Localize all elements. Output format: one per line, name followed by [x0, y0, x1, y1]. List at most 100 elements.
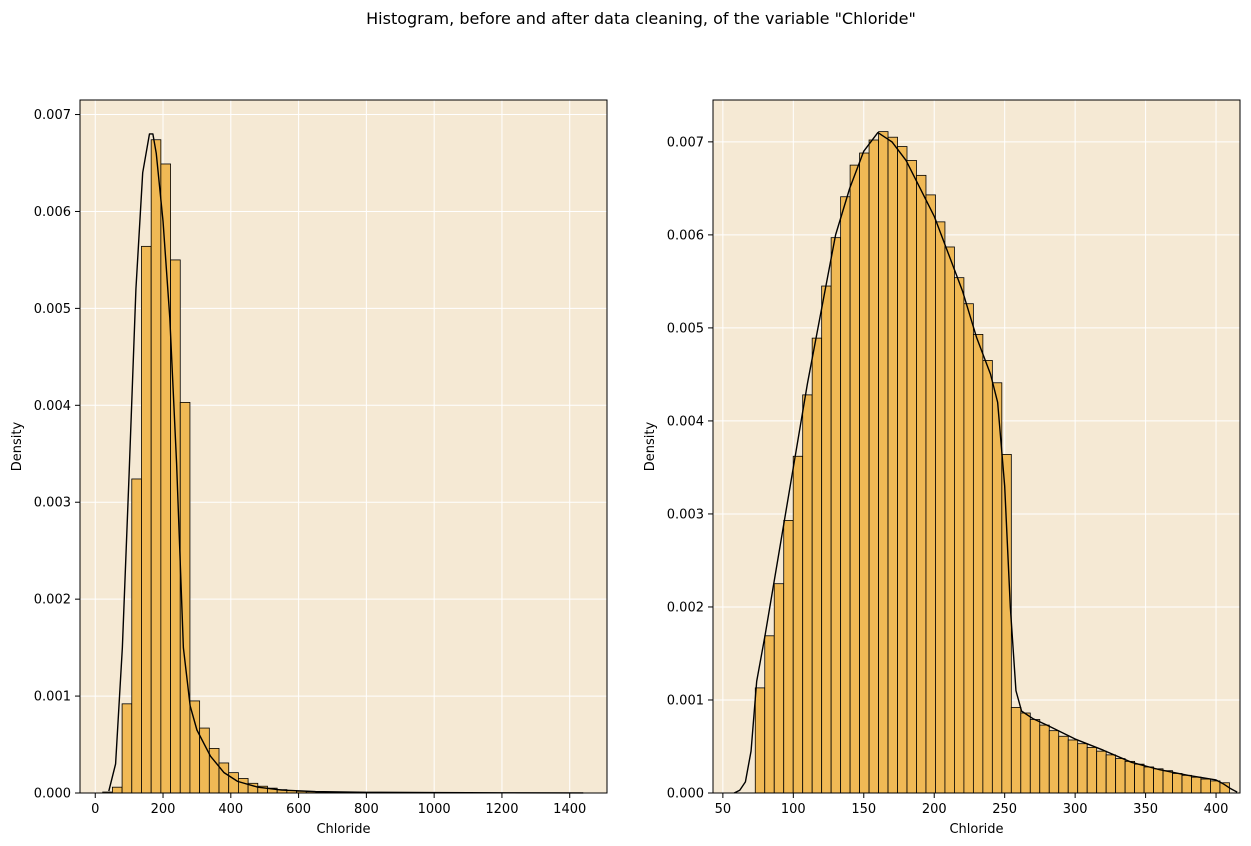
y-axis-label: Density — [643, 421, 658, 471]
x-tick-label: 50 — [715, 802, 732, 817]
histogram-bar — [1105, 754, 1117, 794]
x-tick-label: 1400 — [553, 802, 586, 817]
histogram-bar — [1058, 735, 1069, 794]
histogram-bar — [764, 635, 775, 794]
histogram-bar — [1143, 766, 1154, 794]
histogram-bar — [821, 285, 832, 794]
x-tick-label: 350 — [1133, 802, 1158, 817]
y-tick-label: 0.001 — [34, 690, 71, 705]
x-tick-label: 150 — [851, 802, 876, 817]
histogram-bar — [1124, 760, 1136, 794]
histogram-bar — [1162, 770, 1173, 794]
histogram-bar — [189, 700, 201, 794]
x-tick-label: 1200 — [485, 802, 518, 817]
y-tick-label: 0.000 — [667, 787, 704, 802]
histogram-bar — [802, 394, 813, 794]
histogram-bar — [935, 221, 946, 794]
plot-frame — [712, 99, 1241, 794]
x-tick-label: 100 — [781, 802, 806, 817]
histogram-bar — [1010, 707, 1022, 794]
histogram-bar — [925, 194, 936, 794]
histogram-bar — [121, 703, 133, 794]
histogram-bar — [830, 237, 842, 794]
x-tick-label: 800 — [354, 802, 379, 817]
histogram-bar — [1001, 454, 1012, 794]
x-tick-label: 400 — [218, 802, 243, 817]
histogram-bar — [859, 152, 870, 794]
histogram-bar — [150, 139, 162, 794]
histogram-bar — [1086, 747, 1098, 794]
histogram-bar — [1191, 776, 1202, 794]
x-tick-label: 300 — [1063, 802, 1088, 817]
chart-after-cleaning: 50 100 150 200 250 300 350 400 0.000 0.001 0.002 0.… — [643, 99, 1241, 837]
histogram-bar — [792, 455, 804, 794]
histogram-bar — [1020, 712, 1031, 794]
y-tick-label: 0.003 — [34, 496, 71, 511]
histogram-bar — [1077, 743, 1088, 794]
histogram-bar — [1134, 763, 1145, 794]
histogram-bar — [868, 139, 879, 794]
histogram-bar — [887, 136, 898, 794]
y-tick-label: 0.007 — [34, 108, 71, 123]
histogram-bar — [963, 303, 974, 794]
histogram-bar — [991, 382, 1003, 794]
y-tick-label: 0.005 — [34, 302, 71, 317]
histogram-bar — [1029, 719, 1041, 794]
y-axis-label: Density — [10, 421, 25, 471]
figure-title: Histogram, before and after data cleanin… — [366, 9, 916, 28]
x-axis-label: Chloride — [316, 822, 370, 837]
histogram-bar — [754, 687, 766, 794]
x-tick-label: 200 — [922, 802, 947, 817]
y-tick-label: 0.007 — [667, 135, 704, 150]
histogram-bar — [840, 196, 851, 794]
kde-curve — [733, 131, 1238, 794]
histogram-bar — [1210, 780, 1221, 794]
histogram-bar — [811, 337, 823, 794]
histogram-bar — [1181, 774, 1192, 794]
histogram-bar — [972, 334, 984, 794]
histogram-bar — [783, 520, 794, 794]
y-tick-label: 0.001 — [667, 693, 704, 708]
histogram-bar — [906, 160, 917, 794]
histogram-bar — [1039, 724, 1050, 794]
x-tick-label: 600 — [286, 802, 311, 817]
histogram-bar — [773, 583, 785, 794]
y-tick-label: 0.004 — [34, 399, 71, 414]
histogram-bar — [131, 478, 142, 794]
y-tick-label: 0.006 — [667, 228, 704, 243]
histogram-bar — [916, 174, 927, 794]
histogram-bar — [954, 277, 965, 794]
histogram-bar — [849, 164, 860, 794]
y-tick-label: 0.005 — [667, 321, 704, 336]
x-tick-label: 400 — [1204, 802, 1229, 817]
x-tick-label: 0 — [91, 802, 99, 817]
histogram-bar — [1172, 773, 1183, 794]
histogram-bar — [1067, 739, 1079, 794]
x-tick-label: 1000 — [418, 802, 451, 817]
histogram-bar — [1115, 758, 1126, 794]
histogram-bar — [1153, 768, 1164, 794]
chart-before-cleaning: 0 200 400 600 800 1000 1200 1400 0.000 0.001 0.002… — [10, 99, 608, 837]
y-tick-label: 0.003 — [667, 507, 704, 522]
x-tick-label: 250 — [992, 802, 1017, 817]
y-tick-label: 0.004 — [667, 414, 704, 429]
y-tick-label: 0.000 — [34, 787, 71, 802]
y-tick-label: 0.002 — [667, 600, 704, 615]
histogram-bar — [228, 772, 239, 794]
histogram-bar — [111, 786, 123, 794]
histogram-bar — [1200, 778, 1211, 794]
y-tick-label: 0.002 — [34, 593, 71, 608]
histogram-bar — [944, 246, 955, 794]
histogram-bar — [878, 131, 889, 794]
histogram-bar — [238, 778, 249, 794]
x-tick-label: 200 — [151, 802, 176, 817]
kde-curve — [108, 133, 584, 794]
histogram-bar — [982, 360, 993, 794]
histogram-bar — [1096, 750, 1107, 794]
plot-frame — [79, 99, 608, 794]
histogram-bar — [208, 748, 220, 794]
y-tick-label: 0.006 — [34, 205, 71, 220]
histogram-bar — [1048, 730, 1060, 794]
histogram-bar — [141, 245, 152, 794]
